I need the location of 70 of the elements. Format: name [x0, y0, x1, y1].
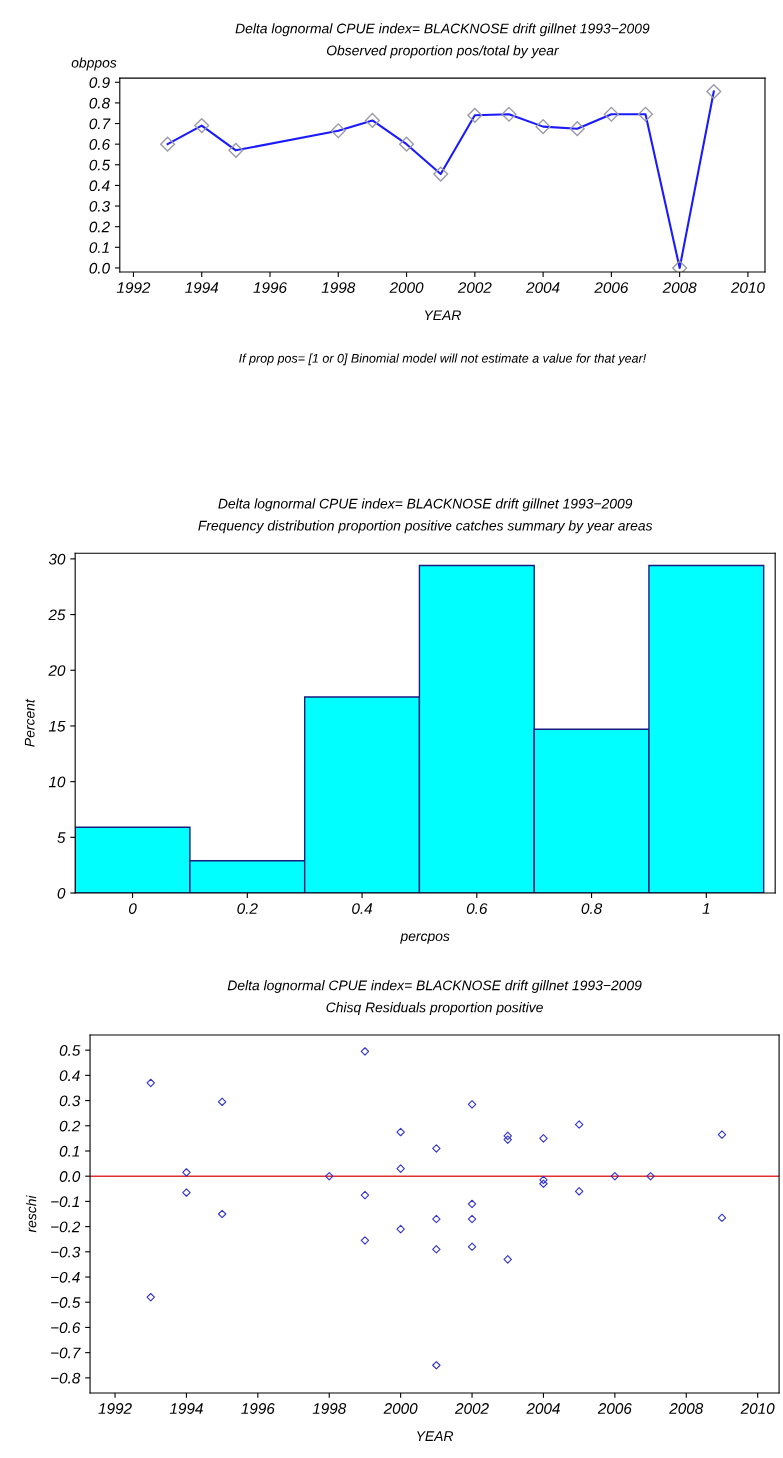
x-tick-label: 0.4	[352, 903, 373, 914]
x-tick-label: 1	[702, 903, 710, 914]
y-axis-title: obppos	[71, 57, 117, 71]
y-tick-label: 0.4	[89, 180, 110, 192]
y-tick-label: −0.3	[51, 1246, 81, 1258]
x-tick-label: 1992	[98, 1403, 132, 1414]
chart-title: Delta lognormal CPUE index= BLACKNOSE drift gillnet 1993−2009	[218, 498, 633, 512]
y-tick-label: 0.3	[89, 200, 110, 212]
x-axis-title: percpos	[400, 933, 450, 944]
y-tick-label: 0.3	[59, 1095, 81, 1107]
chart-title: Delta lognormal CPUE index= BLACKNOSE drift gillnet 1993−2009	[235, 23, 650, 37]
y-axis-title: Percent	[24, 698, 35, 747]
y-tick-label: 0	[57, 887, 66, 899]
x-tick-label: 2004	[526, 282, 560, 294]
y-tick-label: −0.1	[51, 1196, 80, 1208]
y-tick-label: 0.1	[89, 242, 109, 253]
x-axis-title: YEAR	[417, 1431, 454, 1441]
y-tick-label: −0.5	[51, 1297, 81, 1308]
y-tick-label: 0.2	[89, 221, 110, 233]
x-tick-label: 2008	[669, 1403, 704, 1414]
x-tick-label: 2002	[457, 282, 492, 294]
x-tick-label: 2000	[383, 1403, 418, 1414]
x-tick-label: 0.8	[581, 903, 603, 914]
x-tick-label: 1998	[321, 282, 356, 294]
y-tick-label: 0.1	[59, 1145, 80, 1157]
y-tick-label: −0.7	[51, 1347, 81, 1359]
y-tick-label: 0.0	[89, 262, 110, 274]
text: If prop pos= [1 or 0] Binomial model will not estimate a value for that year!	[239, 353, 647, 366]
y-tick-label: 0.8	[89, 97, 110, 109]
chart-subtitle: Frequency distribution proportion positive catches summary by year areas	[198, 520, 653, 534]
y-tick-label: 5	[57, 832, 66, 844]
y-tick-label: 20	[48, 665, 66, 676]
y-tick-label: 30	[48, 553, 66, 565]
y-tick-label: 0.9	[89, 77, 110, 88]
y-tick-label: −0.4	[51, 1271, 80, 1283]
y-tick-label: 0.2	[59, 1120, 81, 1132]
x-tick-label: 0.6	[466, 903, 488, 914]
x-tick-label: 2000	[389, 282, 424, 294]
y-axis-title: reschi	[26, 1195, 37, 1233]
y-tick-label: −0.6	[51, 1322, 81, 1334]
x-tick-label: 1996	[241, 1403, 275, 1414]
chart-title: Delta lognormal CPUE index= BLACKNOSE drift gillnet 1993−2009	[227, 980, 642, 994]
y-tick-label: 10	[48, 776, 66, 788]
y-tick-label: 0.6	[89, 139, 111, 150]
x-tick-label: 2004	[526, 1403, 560, 1414]
x-tick-label: 2006	[597, 1403, 632, 1414]
x-tick-label: 2006	[594, 282, 629, 294]
y-tick-label: 15	[48, 720, 66, 732]
y-tick-label: 0.5	[59, 1045, 81, 1056]
chart-subtitle: Observed proportion pos/total by year	[326, 45, 560, 59]
x-tick-label: 0	[128, 903, 137, 914]
x-tick-label: 2002	[454, 1403, 489, 1414]
y-tick-label: 0.4	[59, 1070, 80, 1082]
y-tick-label: −0.8	[51, 1372, 81, 1384]
x-tick-label: 1994	[185, 282, 219, 294]
x-tick-label: 2010	[730, 282, 765, 294]
y-tick-label: 0.7	[89, 118, 111, 130]
x-tick-label: 0.2	[237, 903, 258, 914]
chart-subtitle: Chisq Residuals proportion positive	[326, 1002, 543, 1016]
y-tick-label: 0.5	[89, 159, 111, 171]
x-axis-title: YEAR	[424, 310, 461, 320]
x-tick-label: 1996	[253, 282, 287, 294]
x-tick-label: 2008	[662, 282, 697, 294]
y-tick-label: 25	[48, 609, 66, 621]
y-tick-label: −0.2	[51, 1221, 81, 1233]
y-tick-label: 0.0	[59, 1171, 81, 1182]
x-tick-label: 2010	[740, 1403, 775, 1414]
x-tick-label: 1992	[116, 282, 151, 294]
x-tick-label: 1998	[312, 1403, 347, 1414]
x-tick-label: 1994	[169, 1403, 203, 1414]
